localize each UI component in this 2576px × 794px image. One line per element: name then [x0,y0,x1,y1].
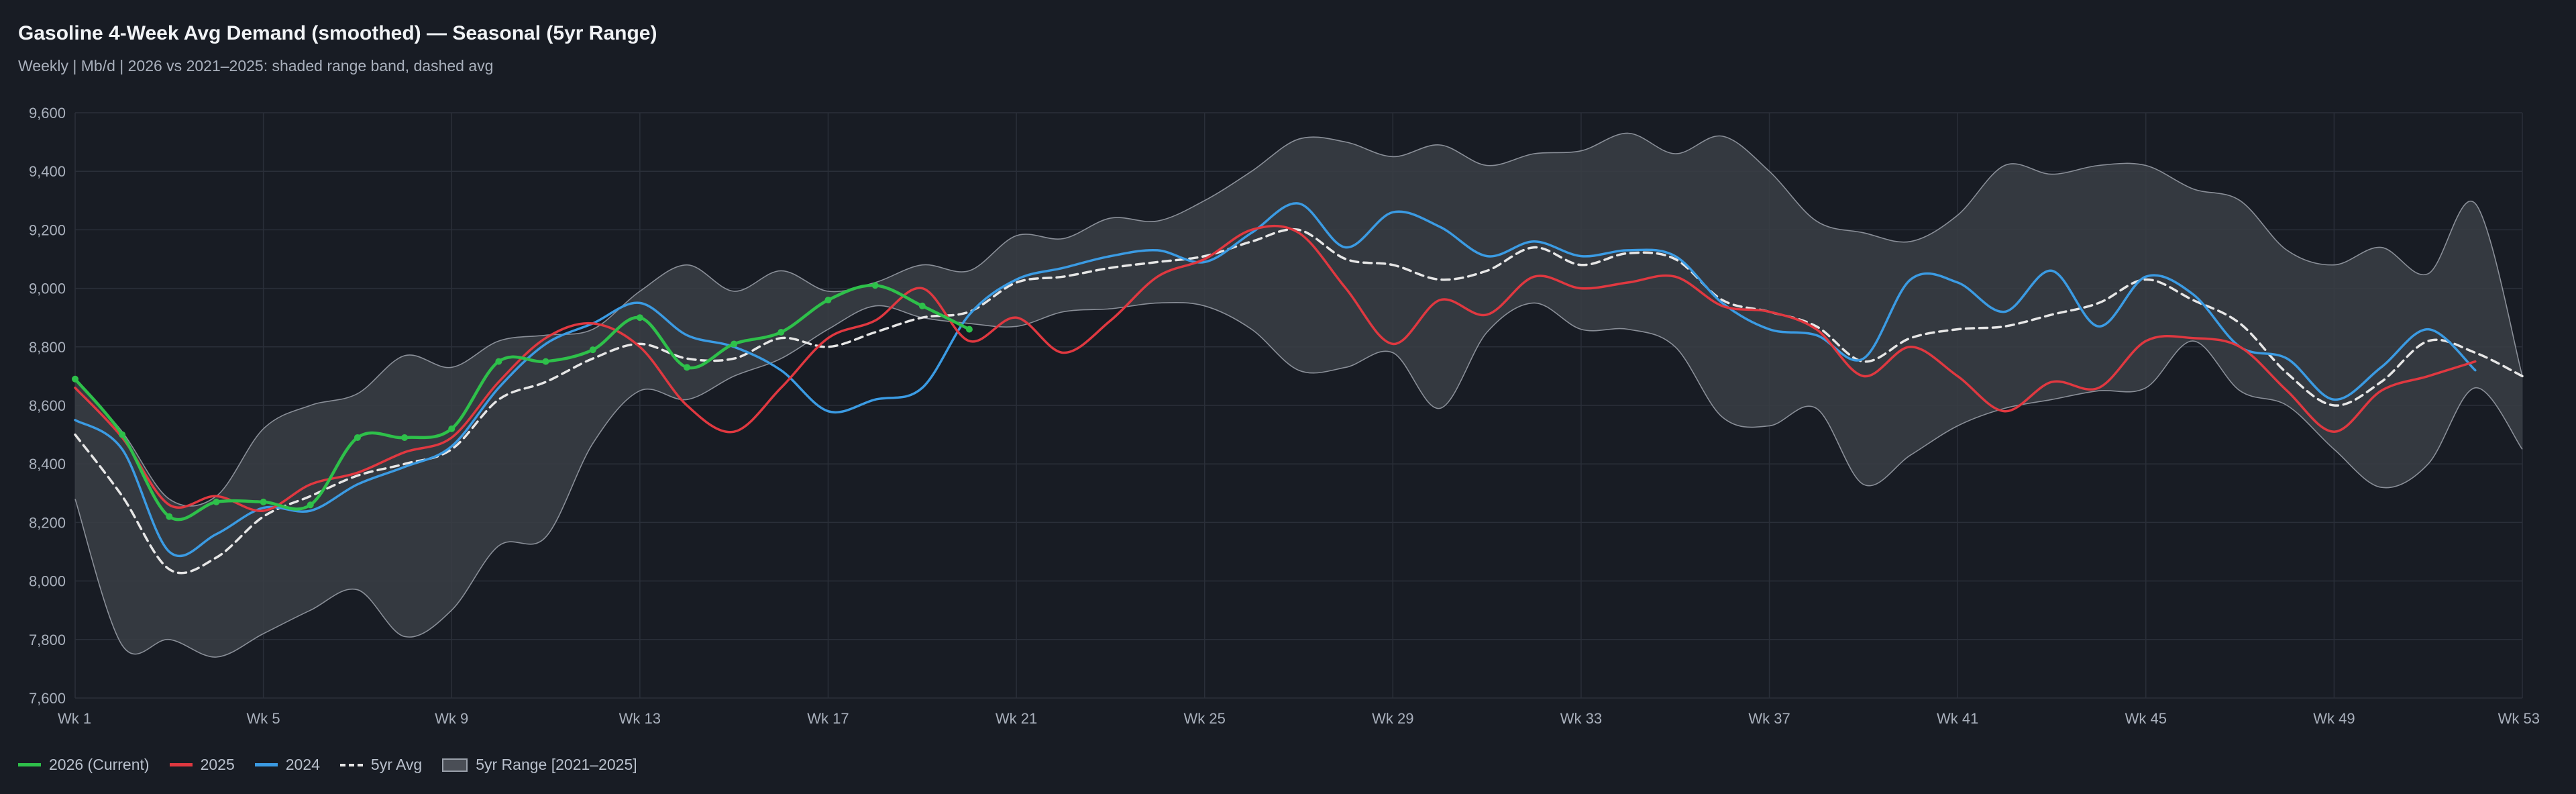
y-tick-label: 9,400 [29,163,66,180]
series-2026-point [871,282,879,289]
x-tick-label: Wk 25 [1184,710,1226,727]
x-tick-label: Wk 33 [1560,710,1602,727]
legend-swatch-5yr-range [442,758,468,772]
chart-legend: 2026 (Current) 2025 2024 5yr Avg 5yr Ran… [18,756,637,774]
legend-swatch-2025 [169,763,193,766]
legend-item-2024[interactable]: 2024 [254,756,320,774]
series-2026-point [119,431,126,438]
legend-swatch-5yr-avg [339,763,363,766]
series-2024-line [74,202,2477,558]
series-2026-point [307,501,314,509]
x-tick-label: Wk 13 [619,710,661,727]
x-tick-label: Wk 49 [2313,710,2355,727]
x-tick-label: Wk 21 [996,710,1037,727]
y-tick-label: 8,000 [29,573,66,590]
legend-label-2026: 2026 (Current) [49,756,150,773]
series-2026-point [495,358,502,365]
x-tick-label: Wk 45 [2125,710,2167,727]
series-2026-point [213,498,220,505]
series-2026-point [636,314,643,321]
series-2026-point [401,434,409,441]
series-lines-group [72,202,2524,575]
legend-label-2024: 2024 [285,756,320,773]
series-2026-point [684,364,690,371]
y-tick-label: 9,000 [29,281,66,297]
series-2026-point [965,326,973,333]
y-tick-label: 7,800 [29,632,66,648]
series-2026-point [354,434,361,441]
y-tick-label: 8,400 [29,456,66,473]
legend-item-2026[interactable]: 2026 (Current) [18,756,150,774]
x-tick-label: Wk 1 [58,710,91,727]
legend-label-2025: 2025 [200,756,235,773]
y-tick-label: 9,200 [29,221,66,238]
legend-swatch-2026 [18,763,41,766]
y-tick-label: 7,600 [29,690,66,707]
x-tick-label: Wk 37 [1748,710,1790,727]
range-band-fill [75,133,2522,658]
chart-subtitle: Weekly | Mb/d | 2026 vs 2021–2025: shade… [18,57,494,75]
series-5yr-avg-line [74,228,2524,575]
legend-item-5yr-avg[interactable]: 5yr Avg [339,756,423,774]
range-band-upper-edge [74,132,2523,507]
series-2026-point [166,513,173,520]
legend-label-5yr-avg: 5yr Avg [370,756,423,773]
legend-swatch-2024 [254,763,278,766]
series-2026-point [918,302,926,309]
series-2026-point [589,346,596,354]
y-tick-label: 9,600 [29,105,66,121]
series-2026-point [448,425,455,432]
y-tick-label: 8,200 [29,514,66,531]
x-tick-label: Wk 5 [247,710,280,727]
legend-label-5yr-range: 5yr Range [2021–2025] [476,756,637,773]
series-2026-point [731,340,738,348]
x-tick-label: Wk 17 [807,710,849,727]
chart-title: Gasoline 4-Week Avg Demand (smoothed) — … [18,22,657,44]
y-axis-labels: 7,600 7,800 8,000 8,200 8,400 8,600 8,800 9,000… [29,105,66,707]
range-band-lower-edge [74,301,2523,658]
x-axis-labels: Wk 1 Wk 5 Wk 9 Wk 13 Wk 17 Wk 21 Wk 25 Wk 29 Wk … [58,710,2540,727]
range-band-group [74,132,2523,658]
series-2026-point [260,498,267,505]
y-tick-label: 8,800 [29,339,66,356]
x-tick-label: Wk 9 [435,710,468,727]
legend-item-5yr-range[interactable]: 5yr Range [2021–2025] [442,756,637,774]
x-tick-label: Wk 41 [1937,710,1978,727]
series-2026-point [777,329,785,336]
x-tick-label: Wk 29 [1372,710,1413,727]
x-tick-label: Wk 53 [2498,710,2540,727]
series-2026-point [542,358,549,365]
series-2026-point [824,297,832,304]
y-tick-label: 8,600 [29,397,66,414]
series-2026-point [72,375,78,383]
legend-item-2025[interactable]: 2025 [169,756,235,774]
series-2025-line [74,225,2477,512]
